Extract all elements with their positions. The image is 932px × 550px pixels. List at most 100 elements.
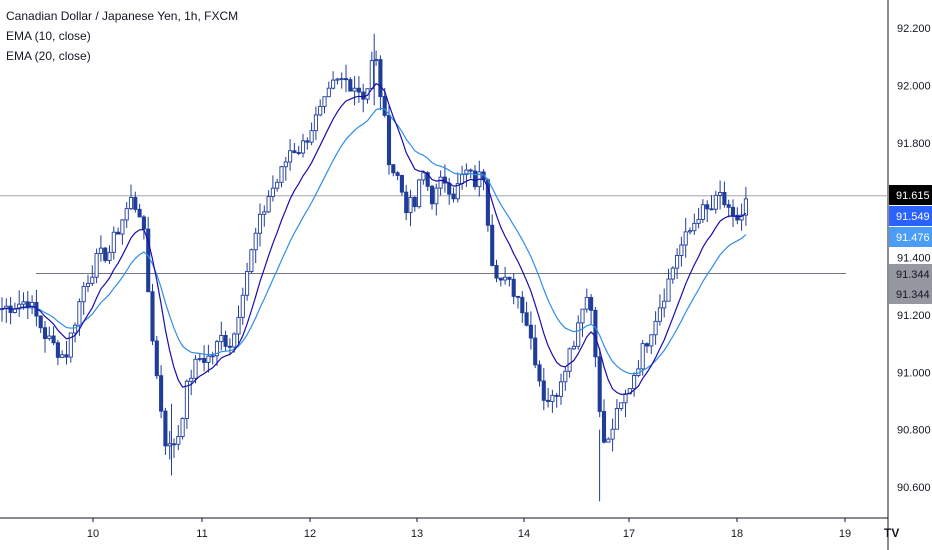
candle-body	[417, 179, 422, 208]
candle-body	[318, 105, 323, 116]
candle-body	[42, 327, 48, 339]
candle-body	[81, 285, 86, 303]
candle-body	[614, 408, 619, 430]
candle-body	[245, 271, 250, 296]
candle-body	[94, 253, 99, 278]
candle-body	[408, 196, 413, 214]
candle-body	[692, 222, 697, 232]
candle-body	[657, 307, 662, 322]
candle-body	[632, 375, 637, 390]
y-tick-label: 91.000	[897, 367, 931, 379]
candle-body	[266, 196, 271, 213]
candle-body	[382, 96, 387, 116]
candle-body	[356, 87, 361, 93]
candle-body	[21, 301, 26, 305]
candle-body	[730, 206, 736, 216]
candle-body	[662, 300, 667, 309]
candle-body	[718, 191, 723, 196]
candle-body	[374, 59, 379, 62]
candle-body	[378, 59, 383, 97]
candle-body	[442, 176, 447, 184]
y-tick-label: 92.000	[897, 80, 931, 92]
candle-body	[421, 172, 426, 181]
candle-body	[563, 370, 568, 383]
candle-body	[219, 335, 224, 343]
candle-body	[296, 152, 301, 154]
candle-body	[150, 291, 155, 342]
y-tick-label: 92.200	[897, 23, 931, 35]
candle-body	[339, 78, 344, 81]
candle-body	[38, 315, 43, 329]
price-tag-ema10	[889, 206, 932, 226]
y-tick-label: 91.200	[897, 310, 931, 322]
candle-body	[726, 204, 731, 208]
candle-body	[163, 410, 168, 447]
candle-body	[98, 247, 103, 254]
candle-body	[597, 356, 602, 412]
candle-body	[507, 276, 512, 280]
candle-body	[47, 335, 52, 339]
candle-body	[300, 140, 306, 154]
candle-body	[687, 230, 693, 233]
ema20-line	[1, 107, 747, 375]
candle-body	[253, 232, 258, 251]
chart-legend: Canadian Dollar / Japanese Yen, 1h, FXCM…	[6, 6, 238, 66]
legend-ema10[interactable]: EMA (10, close)	[6, 29, 91, 43]
candle-body	[85, 282, 91, 287]
candle-body	[451, 193, 456, 200]
candle-body	[541, 380, 546, 401]
candle-body	[369, 60, 374, 90]
candle-body	[700, 204, 705, 220]
candle-body	[675, 255, 680, 269]
candle-body	[322, 96, 327, 107]
candle-body	[524, 312, 529, 326]
candle-body	[606, 438, 611, 443]
candle-body	[666, 278, 671, 302]
candle-body	[589, 297, 594, 311]
candle-body	[141, 216, 146, 230]
candle-body	[189, 377, 194, 382]
candle-body	[171, 443, 177, 446]
candle-body	[528, 324, 533, 339]
candle-body	[197, 357, 202, 360]
candle-body	[546, 399, 551, 403]
candle-body	[438, 176, 443, 189]
candle-body	[133, 197, 138, 210]
candle-body	[154, 340, 159, 377]
candle-body	[60, 354, 65, 358]
legend-title[interactable]: Canadian Dollar / Japanese Yen, 1h, FXCM	[6, 9, 239, 23]
candle-body	[348, 79, 353, 92]
candle-body	[670, 267, 675, 280]
candle-body	[55, 342, 60, 358]
candle-body	[90, 276, 95, 284]
price-tag-label: 91.615	[896, 190, 930, 202]
candle-body	[116, 231, 121, 235]
candle-body	[498, 277, 503, 281]
candle-body	[51, 335, 56, 344]
tradingview-logo[interactable]: TV	[884, 526, 900, 540]
candle-body	[159, 375, 164, 412]
candle-body	[743, 198, 748, 216]
candle-body	[232, 333, 237, 348]
candle-body	[309, 130, 314, 143]
candle-body	[520, 296, 525, 314]
price-tag-level	[889, 264, 932, 284]
candle-body	[128, 197, 134, 210]
candle-body	[468, 169, 473, 172]
candle-body	[279, 166, 284, 183]
candle-body	[713, 194, 718, 210]
candle-body	[249, 249, 254, 272]
candle-body	[558, 381, 564, 397]
candle-body	[326, 87, 331, 98]
candle-body	[210, 355, 215, 358]
legend-ema20[interactable]: EMA (20, close)	[6, 49, 91, 63]
candle-body	[601, 411, 607, 443]
candle-body	[240, 294, 245, 318]
candle-body	[584, 297, 589, 310]
candle-body	[580, 308, 585, 324]
candle-body	[550, 394, 555, 403]
candle-body	[167, 443, 172, 447]
candle-body	[227, 345, 232, 348]
candle-body	[146, 228, 151, 293]
